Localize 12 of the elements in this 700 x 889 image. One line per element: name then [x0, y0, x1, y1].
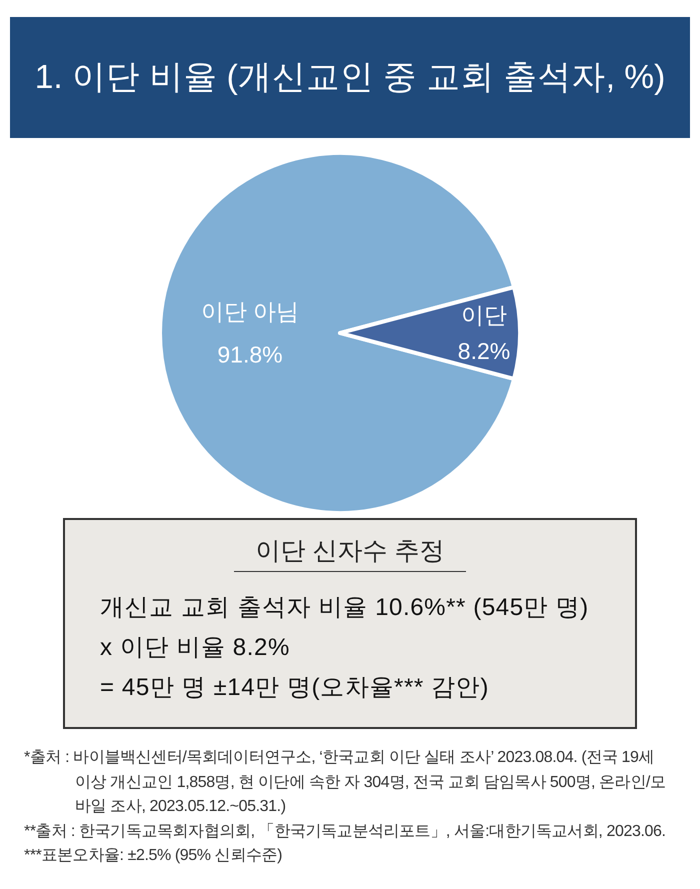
text: ***표본오차율: ±2.5% (95% 신뢰수준): [24, 846, 283, 866]
text: 이단 신자수 추정: [234, 534, 466, 572]
text: *출처 : 바이블백신센터/목회데이터연구소, ‘한국교회 이단 실태 조사’ 2023.08.04. (전국 19세 이상 개신교인 1,858명, 현 이단에 속한 자 304명, 전국 교회 담임목사 500명, 온라인/모바일 조사, 2023.05.12.~05.31.): [24, 748, 667, 817]
data-label: 91.8%: [217, 342, 283, 368]
chart-title: 1. 이단 비율 (개신교인 중 교회 출석자, %): [34, 58, 666, 98]
data-label: 8.2%: [458, 338, 510, 364]
text: 개신교 교회 출석자 비율 10.6%** (545만 명): [100, 593, 589, 623]
text: **출처 : 한국기독교목회자협의회, 「한국기독교분석리포트」, 서울:대한기독교서회, 2023.06.: [24, 822, 667, 842]
slice-label: 이단: [461, 302, 507, 328]
text: = 45만 명 ±14만 명(오차율*** 감안): [100, 673, 490, 703]
text: x 이단 비율 8.2%: [100, 633, 291, 663]
slice-label: 이단 아님: [200, 298, 300, 324]
